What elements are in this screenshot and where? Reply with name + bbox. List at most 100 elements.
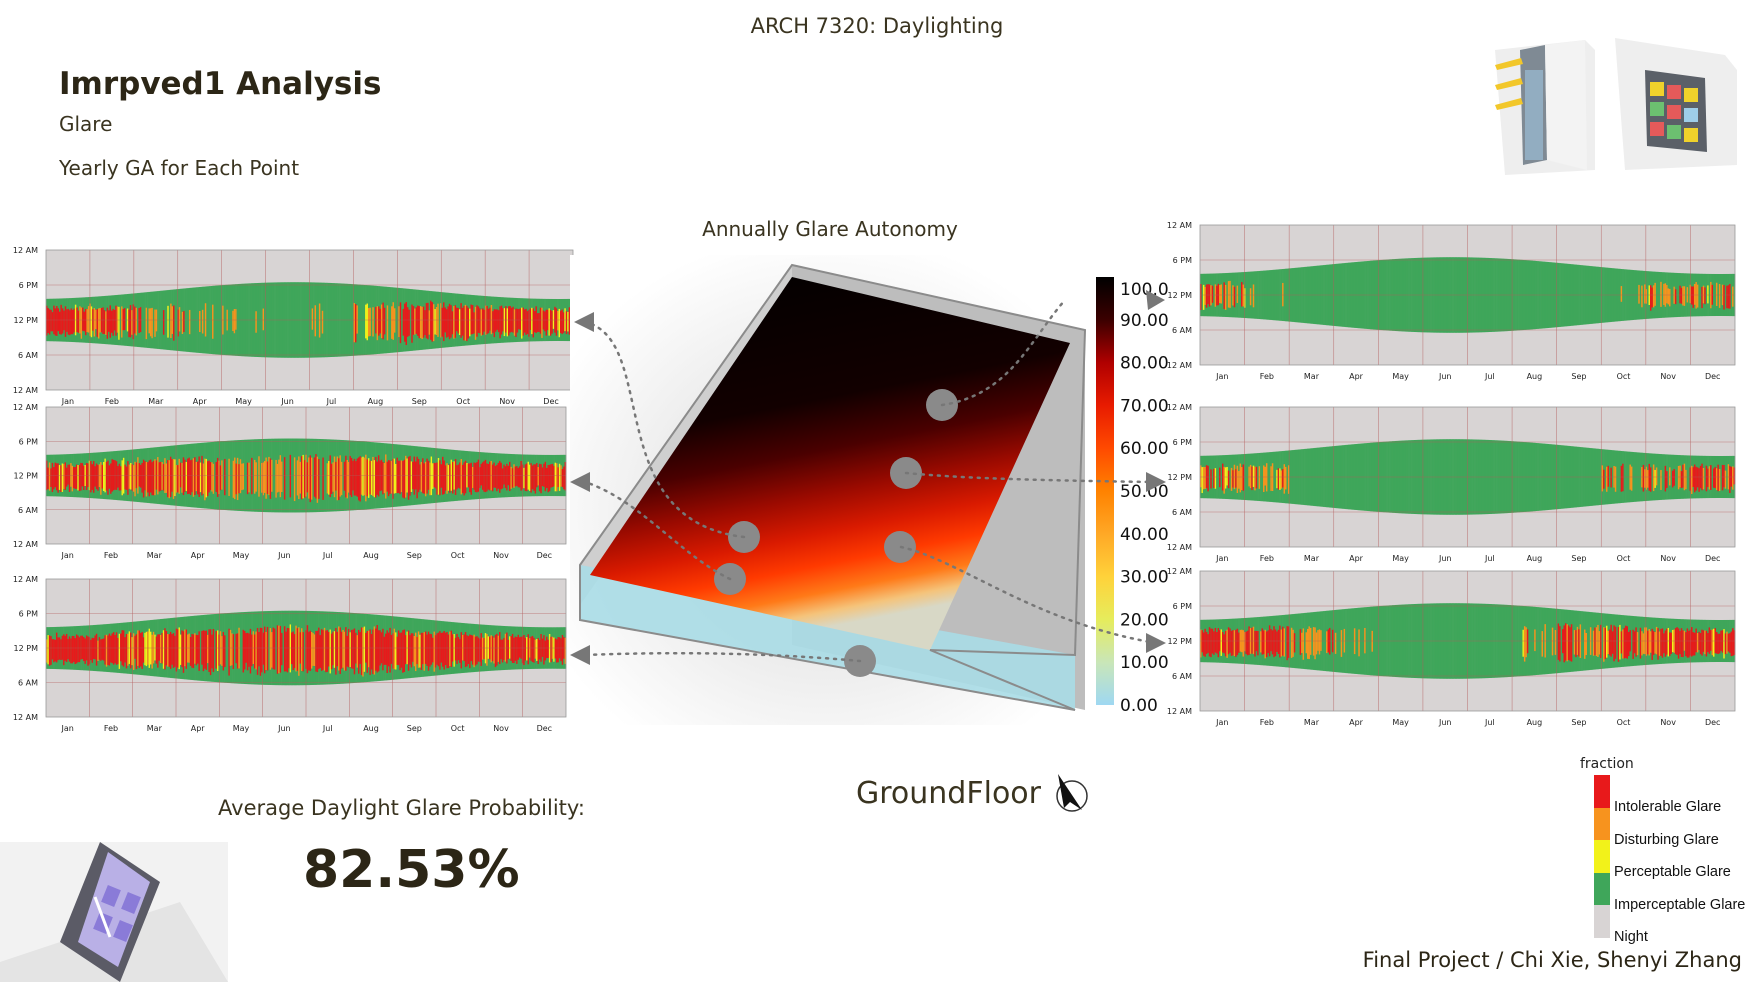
glare-column [1661, 628, 1664, 658]
glare-column [162, 630, 165, 669]
glare-column [187, 634, 189, 663]
month-label: Aug [363, 551, 379, 560]
glare-column [538, 639, 541, 660]
glare-column [418, 306, 421, 339]
glare-column [205, 630, 208, 670]
glare-column [440, 464, 443, 488]
glare-column [1685, 469, 1687, 490]
glare-column [466, 635, 468, 667]
glare-column [564, 462, 567, 491]
glare-column [318, 458, 320, 499]
glare-column [293, 457, 296, 502]
glare-column [1620, 465, 1623, 492]
glare-column [463, 462, 466, 496]
glare-column [1620, 631, 1623, 654]
glare-column [467, 307, 470, 339]
glare-column [539, 307, 542, 334]
glare-column [1645, 627, 1648, 656]
glare-column [1241, 282, 1243, 307]
glare-column [491, 636, 494, 662]
glare-column [382, 628, 384, 671]
glare-column [262, 308, 265, 331]
glare-column [1252, 284, 1255, 308]
glare-column [1273, 626, 1276, 658]
glare-column [244, 630, 246, 670]
y-tick-label: 12 AM [1167, 361, 1192, 370]
glare-column [125, 466, 128, 490]
glare-column [140, 464, 142, 488]
glare-column [503, 637, 506, 660]
glare-column [95, 309, 97, 330]
glare-column [1673, 469, 1676, 486]
glare-column [563, 466, 565, 490]
heatmap-border [45, 578, 567, 718]
glare-column [342, 629, 345, 668]
month-label: May [1392, 372, 1409, 381]
glare-column [302, 454, 305, 499]
glare-column [404, 303, 406, 342]
glare-column [536, 313, 539, 332]
month-label: Sep [1571, 718, 1586, 727]
glare-column [93, 461, 95, 493]
glare-column [269, 628, 272, 670]
month-label: Aug [1527, 718, 1543, 727]
glare-column [524, 638, 527, 661]
glare-column [1575, 630, 1577, 658]
glare-column [367, 630, 370, 668]
glare-column [120, 633, 122, 662]
glare-column [527, 634, 530, 665]
glare-column [296, 628, 299, 671]
glare-column [387, 632, 390, 667]
glare-column [375, 628, 377, 671]
glare-column [538, 463, 541, 492]
glare-column [1669, 288, 1671, 307]
month-label: Dec [1705, 554, 1720, 563]
glare-column [1202, 284, 1205, 310]
glare-column [1677, 465, 1680, 490]
glare-column [212, 304, 214, 339]
glare-column [1201, 467, 1204, 494]
glare-column [194, 633, 196, 664]
glare-column [1601, 465, 1604, 492]
glare-column [238, 464, 241, 494]
glare-column [310, 632, 313, 669]
glare-column [1213, 468, 1215, 488]
glare-column [402, 308, 405, 336]
glare-column [515, 308, 517, 337]
glare-column [246, 632, 249, 671]
glare-column [509, 636, 511, 659]
glare-column [550, 464, 553, 488]
glare-column [1695, 282, 1698, 309]
glare-column [1254, 466, 1256, 491]
glare-column [329, 455, 332, 498]
glare-column [1236, 285, 1239, 303]
glare-column [251, 457, 253, 495]
glare-column [1248, 626, 1251, 655]
glare-column [1235, 469, 1237, 488]
glare-column [56, 306, 58, 336]
glare-column [1635, 627, 1638, 657]
model-front-wall [580, 565, 1075, 710]
glare-column [128, 464, 131, 489]
glare-column [332, 462, 335, 492]
glare-column [466, 305, 468, 342]
glare-column [567, 311, 569, 332]
glare-column [493, 462, 496, 488]
glare-column [254, 634, 256, 669]
glare-column [1663, 283, 1665, 305]
glare-column [390, 460, 393, 494]
glare-column [105, 634, 108, 667]
glare-column [118, 463, 121, 491]
glare-column [111, 633, 114, 664]
glare-column [450, 305, 453, 338]
glare-column [134, 635, 137, 659]
month-label: Nov [493, 724, 509, 733]
glare-column [1285, 466, 1287, 490]
glare-column [138, 463, 141, 487]
glare-column [48, 635, 51, 666]
glare-column [449, 631, 451, 667]
glare-column [295, 625, 298, 672]
building-render-2 [1615, 38, 1737, 170]
glare-column [487, 464, 490, 490]
glare-column [148, 308, 151, 334]
